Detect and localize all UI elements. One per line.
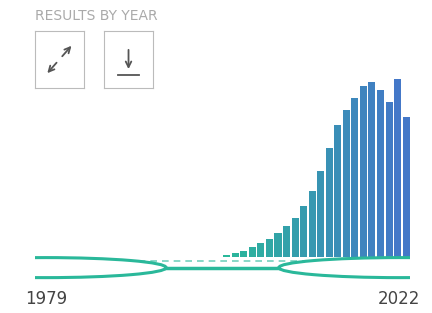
Bar <box>385 102 393 257</box>
Bar <box>394 79 401 257</box>
Bar <box>351 98 359 257</box>
Bar <box>377 90 384 257</box>
Text: 2022: 2022 <box>378 290 420 308</box>
Bar <box>403 117 410 257</box>
Bar <box>249 247 256 257</box>
Bar <box>368 82 375 257</box>
Bar <box>232 253 239 257</box>
Bar <box>343 110 350 257</box>
Bar <box>309 191 316 257</box>
Bar <box>334 125 341 257</box>
Text: RESULTS BY YEAR: RESULTS BY YEAR <box>35 9 157 23</box>
Bar <box>360 86 367 257</box>
Bar <box>240 251 248 257</box>
Text: 1979: 1979 <box>25 290 67 308</box>
Circle shape <box>279 258 432 278</box>
Bar <box>223 255 230 257</box>
Bar <box>266 239 273 257</box>
Bar <box>292 218 299 257</box>
Bar <box>300 206 307 257</box>
Bar <box>274 233 282 257</box>
Bar <box>317 172 324 257</box>
Bar <box>283 226 290 257</box>
Bar <box>257 243 264 257</box>
Circle shape <box>0 258 166 278</box>
Bar <box>326 148 333 257</box>
